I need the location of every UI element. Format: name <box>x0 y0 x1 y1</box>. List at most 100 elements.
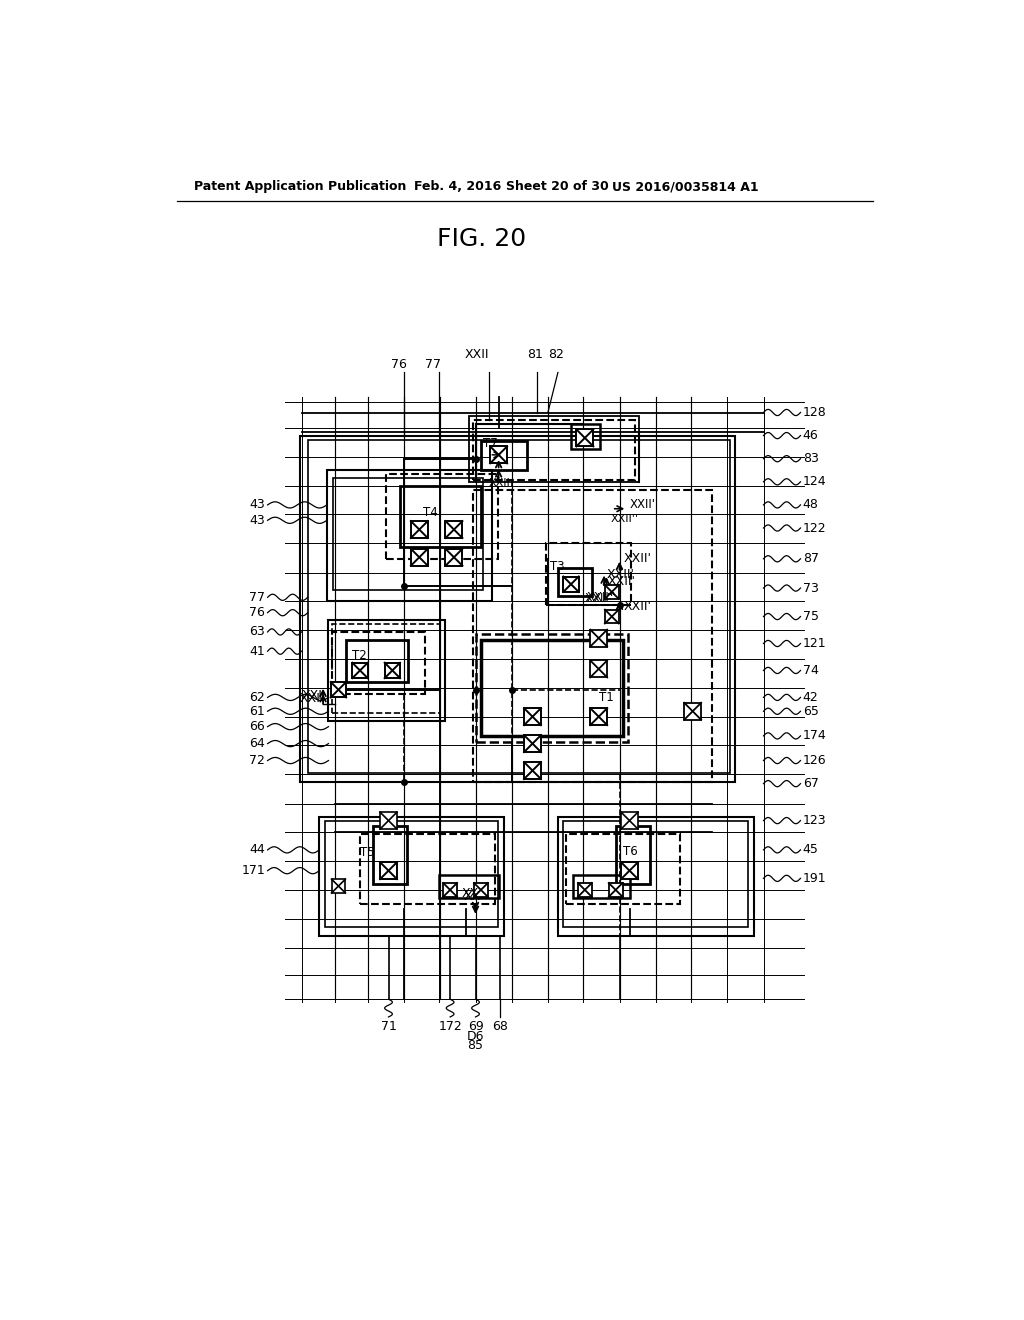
Text: XXI: XXI <box>300 693 321 705</box>
Bar <box>325 821 498 927</box>
Text: Sheet 20 of 30: Sheet 20 of 30 <box>506 181 608 194</box>
Bar <box>590 630 607 647</box>
Text: 191: 191 <box>803 871 826 884</box>
Bar <box>386 474 498 558</box>
Text: 76: 76 <box>390 358 407 371</box>
Text: 77: 77 <box>249 591 265 603</box>
Text: XXII': XXII' <box>630 499 655 511</box>
Bar <box>319 817 504 936</box>
Text: 121: 121 <box>803 638 826 649</box>
Text: 48: 48 <box>803 499 818 511</box>
Text: 42: 42 <box>803 690 818 704</box>
Bar <box>577 429 593 446</box>
Text: XXI: XXI <box>301 689 323 702</box>
Text: XXII': XXII' <box>624 601 651 612</box>
Text: XXII'': XXII'' <box>611 513 639 524</box>
Text: 46: 46 <box>803 429 818 442</box>
Text: 43: 43 <box>250 499 265 511</box>
Text: XXII': XXII' <box>624 552 651 565</box>
Text: XXII': XXII' <box>606 568 635 581</box>
Bar <box>438 874 499 898</box>
Bar <box>445 521 463 539</box>
Bar <box>469 416 639 482</box>
Bar <box>684 702 701 719</box>
Bar <box>524 735 541 752</box>
Bar <box>346 640 408 682</box>
Bar <box>475 635 628 742</box>
Bar <box>352 663 368 678</box>
Text: T1: T1 <box>599 690 613 704</box>
Bar <box>445 549 463 566</box>
Bar <box>621 862 638 879</box>
Bar <box>605 610 618 623</box>
Bar <box>558 817 755 936</box>
Bar <box>473 490 712 781</box>
Text: XXII: XXII <box>465 348 489 362</box>
Text: 172: 172 <box>438 1020 462 1034</box>
Text: 77: 77 <box>425 358 441 371</box>
Text: 81: 81 <box>527 348 543 362</box>
Text: 66: 66 <box>250 721 265 733</box>
Bar <box>332 879 345 892</box>
Bar <box>333 478 483 590</box>
Text: 67: 67 <box>803 777 818 791</box>
Text: XXII'': XXII'' <box>585 593 614 606</box>
Text: 68: 68 <box>493 1020 508 1034</box>
Text: 45: 45 <box>803 843 818 857</box>
Bar <box>380 812 397 829</box>
Bar <box>373 826 407 884</box>
Bar <box>524 708 541 725</box>
Bar <box>411 549 428 566</box>
Bar <box>473 420 635 480</box>
Text: 85: 85 <box>468 1039 483 1052</box>
Text: 83: 83 <box>803 453 818 465</box>
Text: Patent Application Publication: Patent Application Publication <box>194 181 407 194</box>
Text: 71: 71 <box>381 1020 396 1034</box>
Bar <box>400 486 481 548</box>
Text: XXII': XXII' <box>608 576 636 589</box>
Text: XXII'': XXII'' <box>587 591 615 603</box>
Bar <box>566 834 680 904</box>
Bar <box>300 436 735 781</box>
Bar <box>490 446 507 463</box>
Bar <box>385 663 400 678</box>
Text: 128: 128 <box>803 407 826 418</box>
Text: 123: 123 <box>803 814 826 828</box>
Bar <box>329 620 445 721</box>
Bar <box>481 441 527 470</box>
Text: XXII: XXII <box>488 478 510 488</box>
Bar <box>563 821 749 927</box>
Text: 41: 41 <box>250 644 265 657</box>
Bar <box>608 883 623 896</box>
Bar <box>360 834 495 904</box>
Text: 171: 171 <box>242 865 265 878</box>
Text: XX: XX <box>462 887 479 900</box>
Bar <box>615 826 649 884</box>
Text: 65: 65 <box>803 705 818 718</box>
Text: 87: 87 <box>803 552 819 565</box>
Bar <box>571 424 600 449</box>
Text: T2: T2 <box>352 648 367 661</box>
Text: 75: 75 <box>803 610 819 623</box>
Bar <box>590 660 607 677</box>
Text: 43: 43 <box>250 513 265 527</box>
Text: 44: 44 <box>250 843 265 857</box>
Bar <box>590 708 607 725</box>
Text: 126: 126 <box>803 754 826 767</box>
Text: US 2016/0035814 A1: US 2016/0035814 A1 <box>611 181 759 194</box>
Bar <box>333 624 440 713</box>
Text: 69: 69 <box>468 1020 483 1034</box>
Bar <box>327 470 493 601</box>
Text: 73: 73 <box>803 582 818 594</box>
Text: T5: T5 <box>360 846 375 859</box>
Bar <box>605 585 618 599</box>
Bar <box>331 682 346 697</box>
Text: 64: 64 <box>250 737 265 750</box>
Text: 76: 76 <box>250 606 265 619</box>
Bar <box>307 441 730 774</box>
Bar <box>524 762 541 779</box>
Text: 124: 124 <box>803 475 826 488</box>
Text: XX: XX <box>463 890 480 903</box>
Text: D6: D6 <box>467 1030 484 1043</box>
Text: T3: T3 <box>550 560 565 573</box>
